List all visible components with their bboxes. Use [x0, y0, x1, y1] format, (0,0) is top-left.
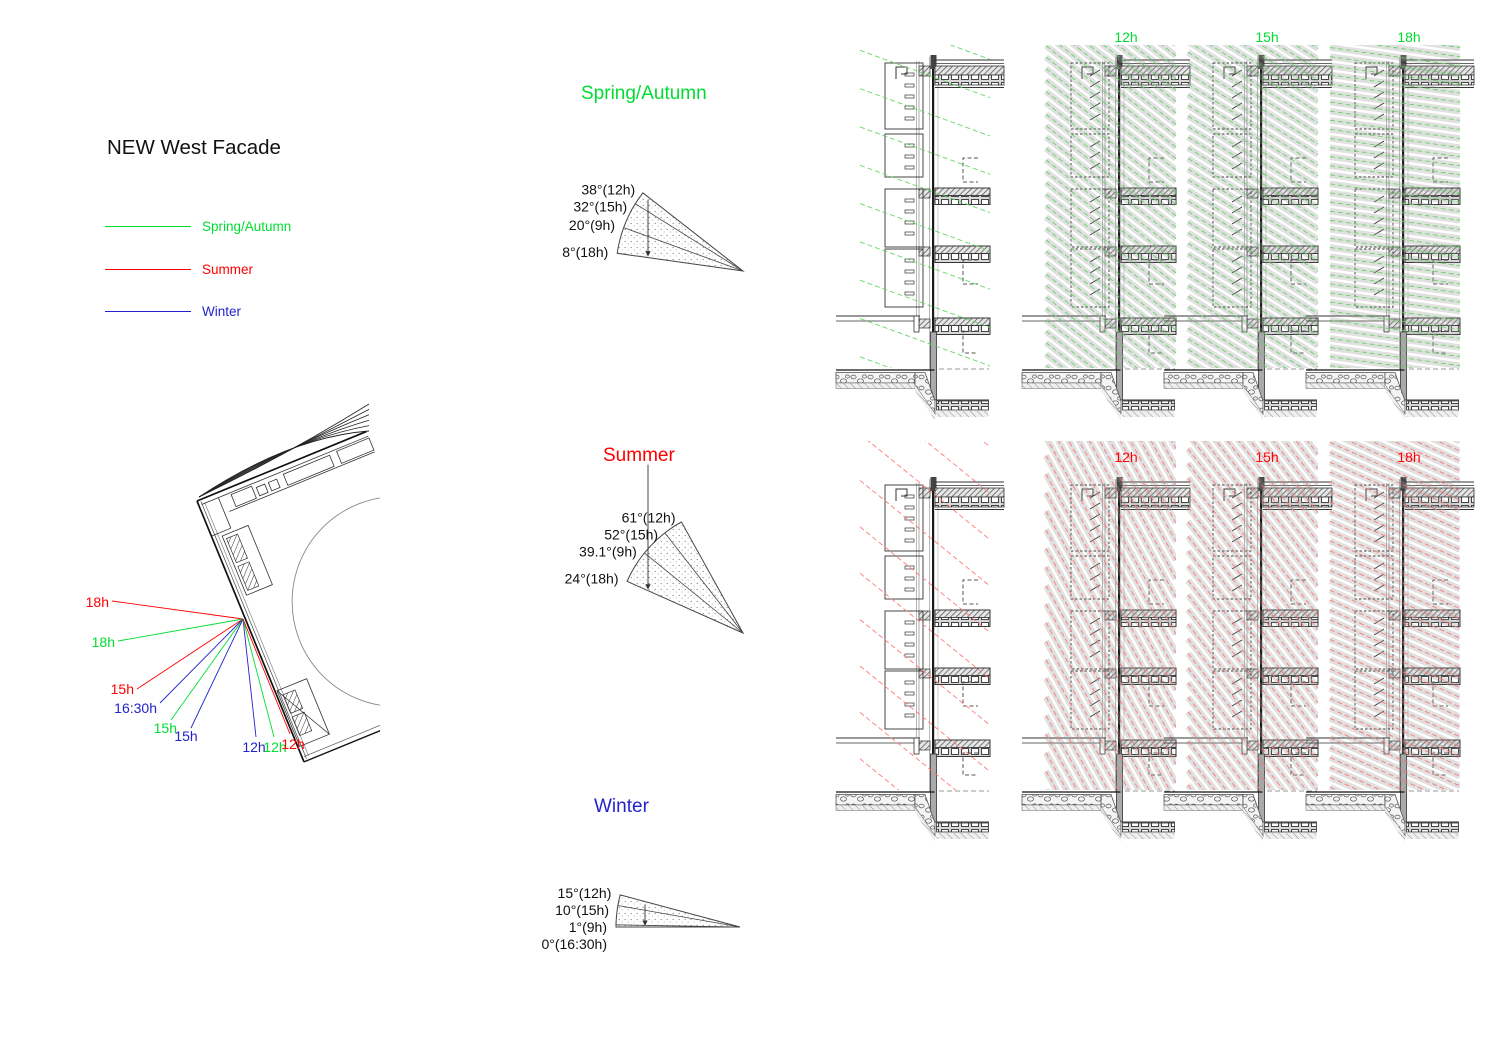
sun-rays-spring-9h — [859, 45, 990, 368]
plan-sun-ray-summer-15h: 15h — [111, 618, 244, 697]
fan-angle-label: 15°(12h) — [558, 885, 612, 901]
fan-angle-label: 61°(12h) — [622, 509, 676, 525]
page-title: NEW West Facade — [107, 136, 281, 159]
fan-angle-label: 20°(9h) — [569, 217, 615, 233]
sun-rays-spring-12h — [1044, 45, 1176, 368]
plan-ray-label: 16:30h — [114, 700, 157, 716]
fan-angle-label: 32°(15h) — [573, 198, 627, 214]
section-time-label-spring: 18h — [1397, 29, 1420, 45]
plan-ray-label: 15h — [154, 720, 177, 736]
plan-ray-label: 18h — [92, 634, 115, 650]
section-time-label-summer: 12h — [1114, 449, 1137, 465]
fan-title-summer: Summer — [603, 445, 675, 466]
section-time-label-spring: 15h — [1255, 29, 1278, 45]
sun-fan-winter: Winter 15°(12h)10°(15h)1°(9h)0°(16:30h) — [541, 796, 741, 952]
fan-angle-label: 39.1°(9h) — [579, 543, 637, 559]
sun-angle-fans: Spring/Autumn 38°(12h)32°(15h) 20°(9h) 8°(1… — [541, 83, 745, 952]
facade-section-spring-9h — [835, 45, 1005, 420]
sun-rays-spring-18h — [1329, 45, 1460, 368]
plan-ray-label: 18h — [86, 594, 109, 610]
fan-angle-label: 8°(18h) — [562, 244, 608, 260]
plan-ray-label: 15h — [174, 728, 197, 744]
fan-angle-label: 1°(9h) — [569, 919, 607, 935]
sun-fan-spring: Spring/Autumn 38°(12h)32°(15h) 20°(9h) 8°(1… — [562, 83, 745, 272]
fan-angle-label: 38°(12h) — [581, 181, 635, 197]
plan-sun-ray-spring-18h: 18h — [92, 618, 244, 650]
sun-rays-summer-9h — [859, 441, 990, 790]
facade-section-summer-15h — [1163, 441, 1333, 842]
facade-section-spring-15h — [1163, 45, 1333, 420]
sun-fan-summer: Summer 61°(12h)52°(15h)39.1°(9h) 24°(18h) — [565, 445, 745, 635]
fan-angle-label: 52°(15h) — [604, 526, 658, 542]
sun-rays-summer-18h — [1328, 441, 1460, 790]
fan-angle-label: 10°(15h) — [555, 902, 609, 918]
fan-angle-label: 24°(18h) — [565, 571, 619, 587]
fan-title-winter: Winter — [594, 796, 650, 817]
sun-rays-summer-15h — [1186, 441, 1318, 790]
facade-sections: 12h 15h 18h 12h 15h 18h — [835, 29, 1475, 842]
plan-sun-ray-summer-18h: 18h — [86, 594, 244, 620]
section-time-label-spring: 12h — [1114, 29, 1137, 45]
facade-section-summer-18h — [1305, 441, 1475, 842]
sun-rays-spring-15h — [1186, 45, 1318, 368]
fan-title-spring: Spring/Autumn — [581, 83, 707, 104]
plan-sun-ray-spring-15h: 15h — [154, 618, 244, 736]
section-time-label-summer: 15h — [1255, 449, 1278, 465]
plan-ray-label: 12h — [263, 739, 286, 755]
facade-section-spring-12h — [1021, 45, 1191, 420]
plan-sun-ray-summer-12h: 12h — [242, 618, 305, 752]
plan-sun-ray-winter-15h: 15h — [174, 618, 244, 744]
plan-ray-label: 12h — [242, 739, 265, 755]
facade-section-summer-12h — [1021, 441, 1191, 842]
section-time-label-summer: 18h — [1397, 449, 1420, 465]
plan-ray-label: 15h — [111, 681, 134, 697]
facade-section-summer-9h — [835, 441, 1005, 842]
fan-angle-label: 0°(16:30h) — [541, 936, 607, 952]
facade-section-spring-18h — [1305, 45, 1475, 420]
plan-ray-label: 12h — [281, 736, 304, 752]
plan-sun-ray-winter-16:30h: 16:30h — [114, 618, 244, 716]
sun-rays-summer-12h — [1044, 441, 1176, 790]
plan-sun-ray-spring-12h: 12h — [242, 618, 287, 755]
plan-sun-ray-winter-12h: 12h — [242, 618, 266, 755]
